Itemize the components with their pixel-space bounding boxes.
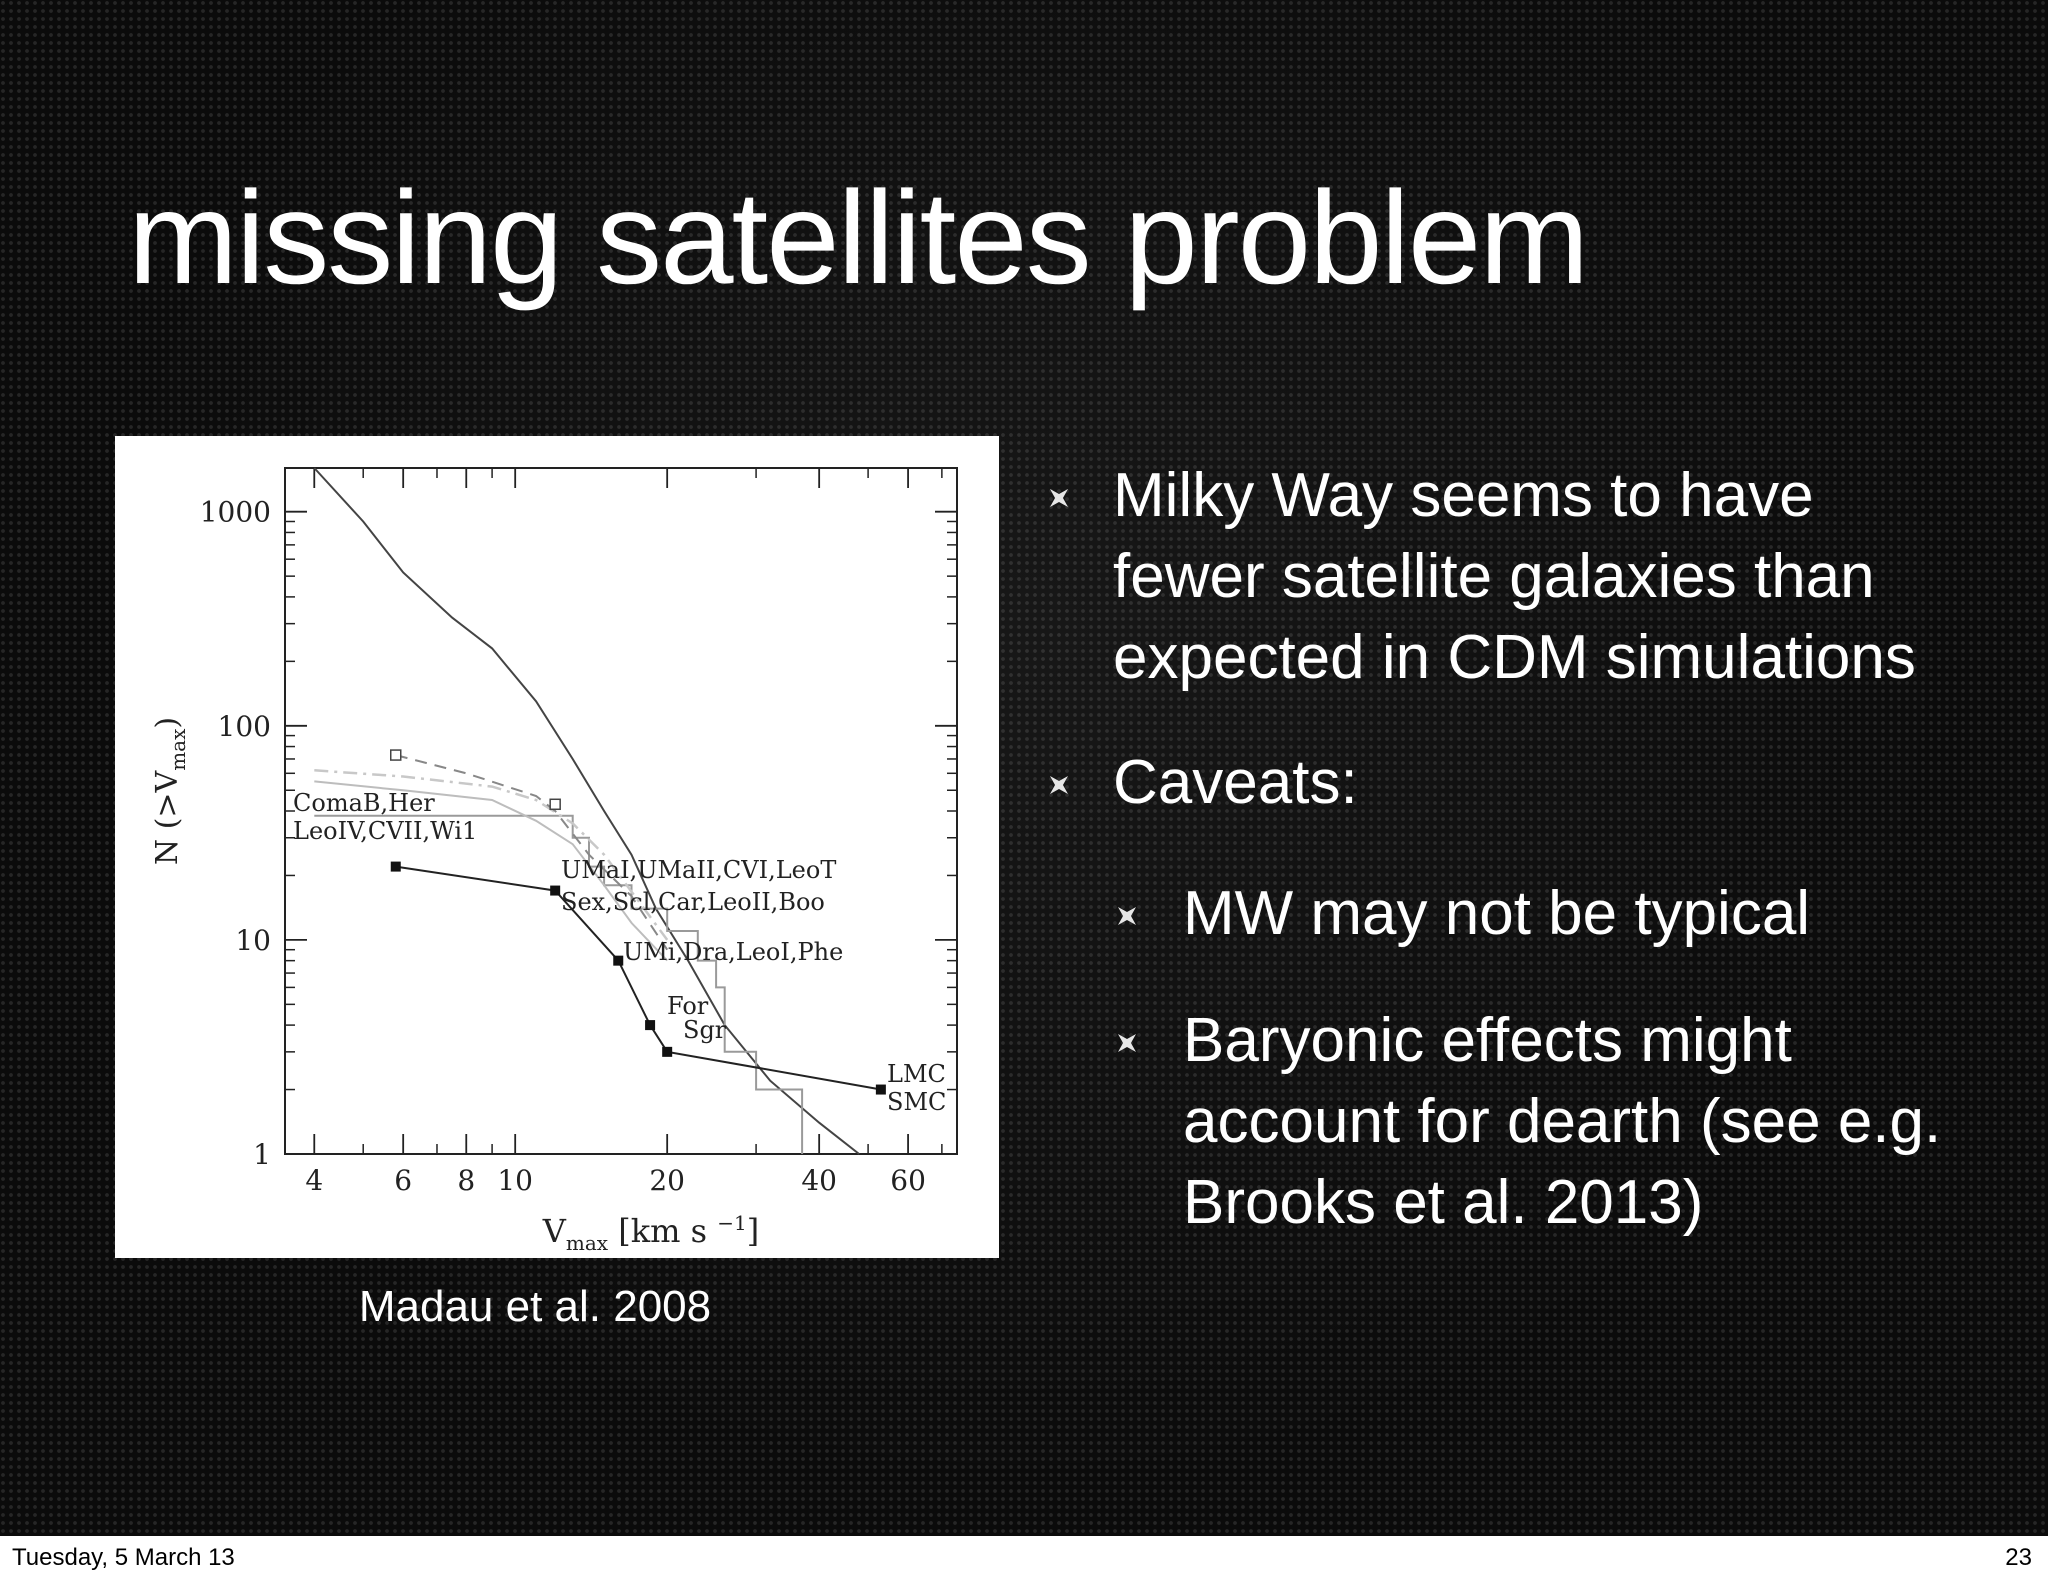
bullet-marker-icon [1050,776,1068,794]
y-tick-label: 1 [253,1138,271,1171]
data-point-marker [662,1046,673,1057]
point-label: LMC [887,1060,946,1088]
x-tick-label: 4 [305,1164,323,1197]
data-point-marker [875,1084,886,1095]
bullet-text: Milky Way seems to have fewer satellite … [1113,461,1916,692]
bullet-text: MW may not be typical [1183,879,1811,948]
data-point-marker [645,1020,656,1031]
series-line-simulation-solid [313,467,860,1155]
point-label: UMi,Dra,LeoI,Phe [623,938,843,966]
page-number: 23 [2005,1544,2032,1571]
slide-title: missing satellites problem [128,164,1589,311]
x-tick-label: 60 [890,1164,926,1197]
data-point-marker [613,955,624,966]
point-label: LeoIV,CVII,Wi1 [293,817,477,845]
bullet-text: Baryonic effects might account for deart… [1183,1006,1942,1237]
point-label: SMC [887,1088,946,1116]
data-point-marker [390,861,401,872]
y-tick-label: 100 [218,710,271,743]
x-tick-label: 6 [394,1164,412,1197]
footer-date: Tuesday, 5 March 13 [12,1544,235,1571]
bullet-marker-icon [1118,1034,1136,1052]
slide: missing satellites problem 4 6 8 10 20 40 60 1 1… [115,164,1950,1331]
sub-bullet-item: MW may not be typical [1050,873,1950,954]
series-line-observed-dashed [395,754,669,951]
bullet-item: Milky Way seems to have fewer satellite … [1050,455,1950,698]
series-line-observed-steps [314,814,804,1154]
point-label: For [667,992,709,1020]
x-tick-label: 20 [649,1164,685,1197]
bullet-marker-icon [1050,489,1068,507]
bullet-marker-icon [1118,907,1136,925]
series-line-observed-grey [314,780,668,962]
point-label: ComaB,Her [293,789,435,817]
y-axis-label: N (>Vmax) [150,717,190,865]
series-line-observed-dashdot [314,769,669,941]
x-tick-label: 40 [801,1164,837,1197]
series-line-corrected-markers [395,865,882,1091]
bullet-item: Caveats: [1050,742,1950,823]
satellite-count-plot: 4 6 8 10 20 40 60 1 10 100 1000 Vmax [km s −1] N (>V… [150,467,958,1255]
x-tick-label: 10 [497,1164,533,1197]
open-point-marker [390,749,402,761]
figure-panel: 4 6 8 10 20 40 60 1 10 100 1000 Vmax [km s −1] N (>V… [115,436,999,1258]
bullet-list: Milky Way seems to have fewer satellite … [1050,455,1950,1243]
sub-bullet-item: Baryonic effects might account for deart… [1050,1000,1950,1243]
point-label: Sgr [683,1016,727,1044]
x-axis-label: Vmax [km s −1] [542,1211,759,1255]
x-tick-label: 8 [457,1164,475,1197]
y-tick-label: 10 [235,924,271,957]
point-label: UMaI,UMaII,CVI,LeoT [561,856,836,884]
figure-caption: Madau et al. 2008 [358,1282,712,1331]
bullet-text: Caveats: [1113,748,1358,817]
data-point-marker [550,885,561,896]
footer-bar: Tuesday, 5 March 13 23 [0,1536,2048,1576]
point-label: Sex,Scl,Car,LeoII,Boo [561,888,825,916]
open-point-marker [549,798,561,811]
y-tick-label: 1000 [200,496,271,529]
